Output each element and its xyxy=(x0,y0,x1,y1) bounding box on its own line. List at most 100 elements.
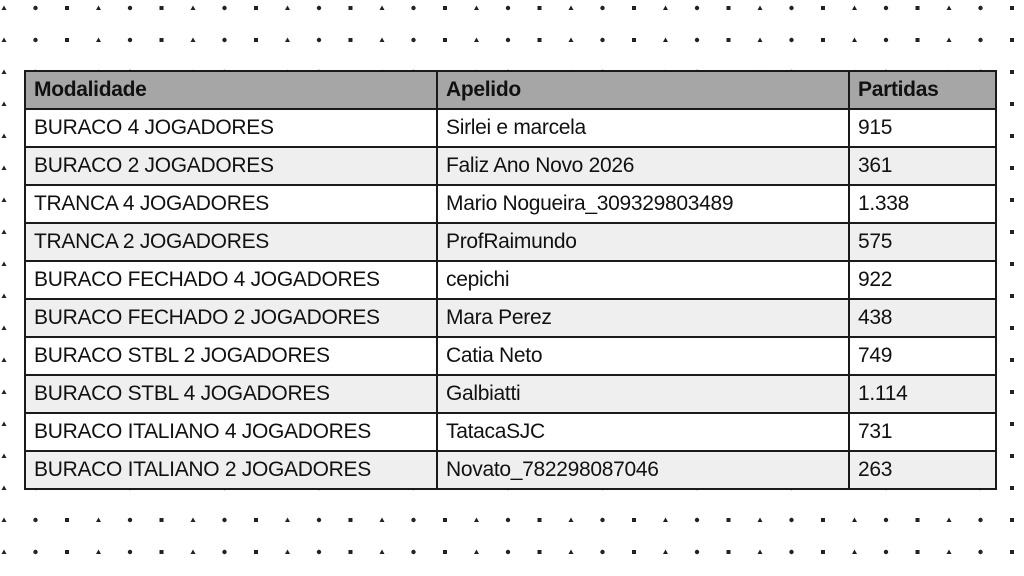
background-dot xyxy=(1,133,7,138)
background-dot xyxy=(694,5,700,11)
background-dot xyxy=(285,517,290,522)
table-row: TRANCA 4 JOGADORES Mario Nogueira_3093298… xyxy=(24,184,997,224)
partidas-cell: 915 xyxy=(848,108,997,148)
header-modalidade: Modalidade xyxy=(24,70,438,110)
background-dot xyxy=(1010,262,1014,266)
background-dot xyxy=(978,517,983,523)
background-dot xyxy=(821,550,825,554)
background-dot xyxy=(474,517,479,522)
background-dot xyxy=(33,37,38,43)
background-dot xyxy=(883,549,889,555)
background-dot xyxy=(316,517,322,523)
background-dot xyxy=(568,5,574,10)
partidas-cell: 731 xyxy=(848,412,997,452)
background-dot xyxy=(1010,166,1014,170)
background-dot xyxy=(190,517,196,522)
background-dot xyxy=(254,518,258,522)
background-dot xyxy=(96,517,101,522)
background-dot xyxy=(915,6,920,10)
apelido-cell: Novato_782298087046 xyxy=(436,450,850,490)
background-dot xyxy=(852,5,857,10)
table-row: BURACO FECHADO 4 JOGADORES cepichi 922 xyxy=(24,260,997,300)
background-dot xyxy=(694,549,700,555)
background-dot xyxy=(537,6,542,10)
table-row: TRANCA 2 JOGADORES ProfRaimundo 575 xyxy=(24,222,997,262)
background-dot xyxy=(254,38,258,42)
background-dot xyxy=(411,5,416,11)
background-dot xyxy=(1010,102,1014,106)
partidas-cell: 575 xyxy=(848,222,997,262)
background-dot xyxy=(348,6,353,10)
background-dot xyxy=(285,5,290,10)
background-dot xyxy=(1,453,7,458)
background-dot xyxy=(285,37,290,42)
background-dot xyxy=(726,518,731,522)
background-dot xyxy=(443,6,447,10)
background-dot xyxy=(316,549,322,555)
background-dot xyxy=(96,37,101,42)
background-dot xyxy=(1010,6,1014,10)
background-dot xyxy=(411,517,416,523)
background-dot xyxy=(694,517,700,523)
modalidade-cell: TRANCA 2 JOGADORES xyxy=(24,222,438,262)
header-partidas: Partidas xyxy=(848,70,997,110)
background-dot xyxy=(946,5,952,10)
background-dot xyxy=(663,5,668,10)
partidas-cell: 749 xyxy=(848,336,997,376)
background-dot xyxy=(1,389,7,394)
table-row: BURACO ITALIANO 4 JOGADORES TatacaSJC 731 xyxy=(24,412,997,452)
background-dot xyxy=(789,517,794,523)
background-dot xyxy=(474,37,479,42)
background-dot xyxy=(190,549,196,554)
background-dot xyxy=(915,38,920,42)
background-dot xyxy=(1,165,7,170)
background-dot xyxy=(285,549,290,554)
background-dot xyxy=(1,261,7,266)
ranking-table: Modalidade Apelido Partidas BURACO 4 JOG… xyxy=(24,70,997,490)
apelido-cell: Sirlei e marcela xyxy=(436,108,850,148)
background-dot xyxy=(65,518,69,522)
background-dot xyxy=(852,549,857,554)
background-dot xyxy=(1010,134,1014,138)
modalidade-cell: TRANCA 4 JOGADORES xyxy=(24,184,438,224)
background-dot xyxy=(632,550,636,554)
modalidade-cell: BURACO 4 JOGADORES xyxy=(24,108,438,148)
table-row: BURACO ITALIANO 2 JOGADORES Novato_782298… xyxy=(24,450,997,490)
background-dot xyxy=(663,517,668,522)
table-row: BURACO 2 JOGADORES Faliz Ano Novo 2026 361 xyxy=(24,146,997,186)
background-dot xyxy=(1,229,7,234)
background-dot xyxy=(1,325,7,330)
background-dot xyxy=(789,5,794,11)
partidas-cell: 1.114 xyxy=(848,374,997,414)
background-dot xyxy=(348,518,353,522)
apelido-cell: Faliz Ano Novo 2026 xyxy=(436,146,850,186)
background-dot xyxy=(946,549,952,554)
background-dot xyxy=(694,37,700,43)
background-dot xyxy=(1,197,7,202)
background-dot xyxy=(946,37,952,42)
background-dot xyxy=(1010,422,1014,426)
background-dot xyxy=(348,38,353,42)
background-dot xyxy=(726,38,731,42)
background-dot xyxy=(1010,550,1014,554)
background-dot xyxy=(411,549,416,555)
modalidade-cell: BURACO FECHADO 4 JOGADORES xyxy=(24,260,438,300)
background-dot xyxy=(757,549,763,554)
apelido-cell: Galbiatti xyxy=(436,374,850,414)
partidas-cell: 1.338 xyxy=(848,184,997,224)
modalidade-cell: BURACO 2 JOGADORES xyxy=(24,146,438,186)
background-dot xyxy=(789,37,794,43)
background-dot xyxy=(789,549,794,555)
background-dot xyxy=(379,5,385,10)
apelido-cell: ProfRaimundo xyxy=(436,222,850,262)
background-dot xyxy=(443,518,447,522)
background-dot xyxy=(978,549,983,555)
background-dot xyxy=(1,517,7,522)
partidas-cell: 922 xyxy=(848,260,997,300)
table-row: BURACO STBL 2 JOGADORES Catia Neto 749 xyxy=(24,336,997,376)
background-dot xyxy=(757,517,763,522)
background-dot xyxy=(978,37,983,43)
background-dot xyxy=(537,38,542,42)
background-dot xyxy=(757,5,763,10)
partidas-cell: 361 xyxy=(848,146,997,186)
